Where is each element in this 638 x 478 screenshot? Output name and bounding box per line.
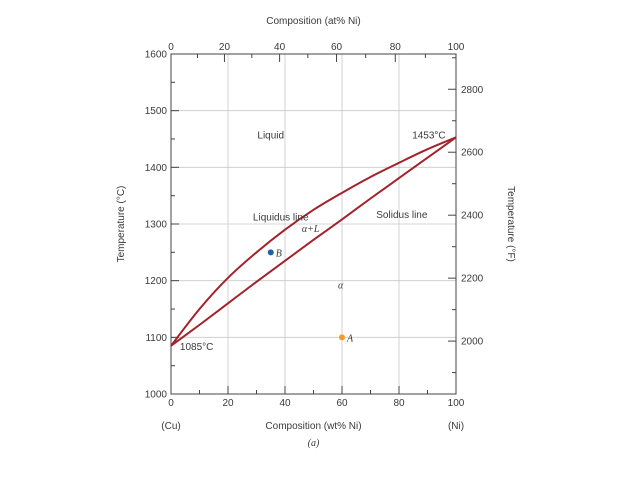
x-end-label-right: (Ni) [448,421,464,432]
top-tick-label: 100 [448,42,465,53]
annotation: α [338,281,344,292]
x-end-label-left: (Cu) [161,421,180,432]
y-tick-label: 1500 [145,106,168,117]
solidus-linecurve [170,136,457,347]
figure-label: (a) [308,438,320,449]
annotation: Solidus line [376,210,428,221]
axes [170,53,457,395]
grid-lines [171,54,456,394]
data-points [267,249,345,341]
x-tick-label: 80 [393,398,405,409]
top-tick-label: 20 [219,42,231,53]
chart-text: Composition (at% Ni) Composition (wt% Ni… [116,16,516,449]
y-tick-label: 1300 [145,220,168,231]
x-tick-label: 100 [448,398,465,409]
annotation: Liquid [257,131,284,142]
top-tick-label: 40 [274,42,286,53]
y2-tick-label: 2600 [461,148,484,159]
top-tick-label: 60 [331,42,343,53]
y2-tick-label: 2000 [461,337,484,348]
point-a [339,334,345,341]
point-label-a: A [346,333,354,344]
y2-axis-label: Temperature (°F) [505,186,516,262]
y-tick-label: 1200 [145,276,168,287]
point-label-b: B [276,248,282,259]
top-axis-label: Composition (at% Ni) [266,16,360,27]
x-axis-label: Composition (wt% Ni) [265,421,361,432]
y-axis-label: Temperature (°C) [116,186,127,263]
annotation: 1453°C [412,131,445,142]
series-lines [170,136,457,347]
x-tick-label: 60 [336,398,348,409]
top-tick-label: 0 [168,42,174,53]
y-tick-label: 1400 [145,163,168,174]
x-tick-label: 40 [279,398,291,409]
point-b [267,249,274,256]
top-tick-label: 80 [390,42,402,53]
x-tick-label: 20 [222,398,234,409]
x-tick-label: 0 [168,398,174,409]
y-tick-label: 1600 [145,50,168,61]
y2-tick-label: 2200 [461,274,484,285]
y-tick-label: 1100 [145,333,167,344]
annotation: α+L [302,224,320,235]
y2-tick-label: 2800 [461,85,484,96]
y-tick-label: 1000 [145,390,168,401]
annotation: Liquidus line [253,213,309,224]
y2-tick-label: 2400 [461,211,484,222]
annotation: 1085°C [180,342,213,353]
liquidus-linecurve [170,136,457,347]
